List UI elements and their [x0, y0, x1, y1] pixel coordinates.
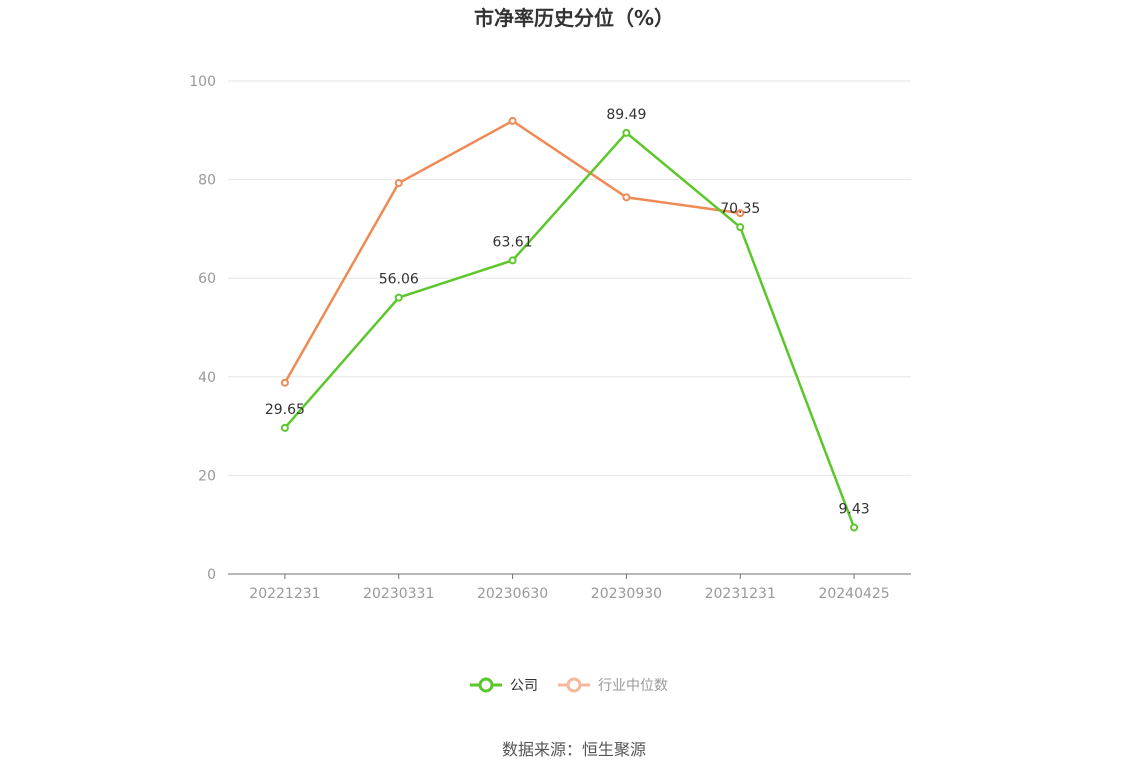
data-point-industry-median[interactable] [736, 209, 745, 218]
data-point-industry-median[interactable] [622, 193, 631, 202]
legend-item-company[interactable]: 公司 [470, 677, 538, 694]
y-tick-label: 20 [198, 468, 216, 484]
data-point-company[interactable] [280, 423, 289, 432]
series-line-company [283, 131, 856, 528]
y-tick-label: 40 [198, 370, 216, 386]
x-tick-label: 20231231 [705, 586, 776, 602]
data-point-industry-median[interactable] [280, 378, 289, 387]
data-labels: 29.65 56.06 63.61 89.49 70.35 9.43 [265, 107, 870, 518]
data-point-company[interactable] [736, 223, 745, 232]
legend-label-industry-median: 行业中位数 [598, 678, 668, 694]
legend-marker-industry-median [566, 677, 582, 693]
series-lines [280, 116, 859, 532]
chart-title: 市净率历史分位（%） [474, 6, 674, 30]
data-label: 56.06 [379, 272, 419, 288]
series-line-industry-median [283, 119, 741, 384]
legend-item-industry-median[interactable]: 行业中位数 [558, 677, 668, 694]
legend-label-company: 公司 [510, 678, 538, 694]
x-tick-label: 20240425 [818, 586, 889, 602]
data-point-company[interactable] [850, 523, 859, 532]
data-source: 数据来源：恒生聚源 [502, 740, 646, 759]
legend-marker-company [478, 677, 494, 693]
y-tick-label: 80 [198, 173, 216, 189]
data-label: 70.35 [720, 201, 760, 217]
y-tick-label: 60 [198, 271, 216, 287]
x-tick-label: 20230630 [477, 586, 548, 602]
data-point-industry-median[interactable] [394, 179, 403, 188]
data-point-company[interactable] [508, 256, 517, 265]
data-point-company[interactable] [622, 128, 631, 137]
legend[interactable]: 公司 行业中位数 [470, 677, 668, 694]
x-tick-label: 20221231 [249, 586, 320, 602]
data-point-company[interactable] [394, 293, 403, 302]
data-label: 63.61 [493, 234, 533, 250]
data-label: 29.65 [265, 402, 305, 418]
x-tick-label: 20230930 [591, 586, 662, 602]
grid-lines [228, 80, 911, 476]
y-tick-label: 0 [207, 567, 216, 583]
axes: 0 20 40 60 80 100 20221231 20230331 20230630 2023… [189, 74, 911, 602]
data-label: 89.49 [606, 107, 646, 123]
data-label: 9.43 [838, 502, 869, 518]
data-point-industry-median[interactable] [508, 116, 517, 125]
x-tick-label: 20230331 [363, 586, 434, 602]
y-tick-label: 100 [189, 74, 216, 90]
